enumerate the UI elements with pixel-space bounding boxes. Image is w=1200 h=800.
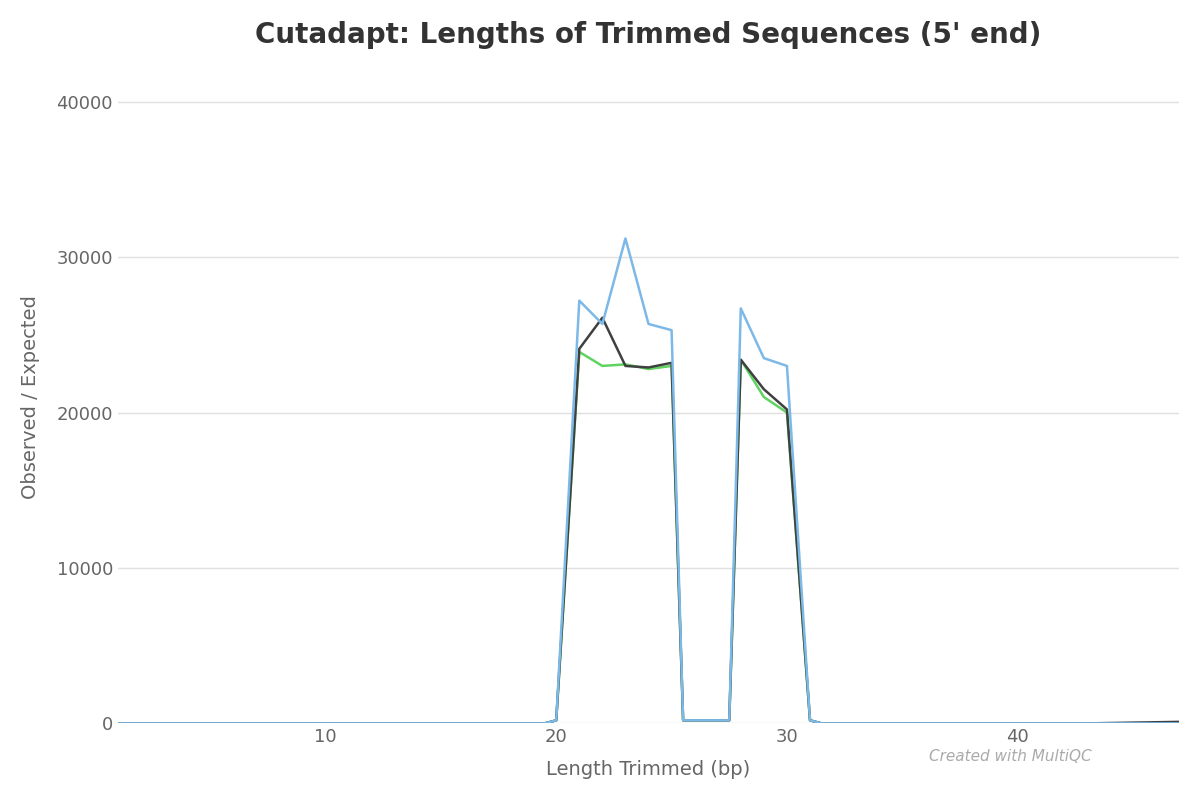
Text: Created with MultiQC: Created with MultiQC bbox=[929, 749, 1092, 764]
Title: Cutadapt: Lengths of Trimmed Sequences (5' end): Cutadapt: Lengths of Trimmed Sequences (… bbox=[256, 21, 1042, 49]
Y-axis label: Observed / Expected: Observed / Expected bbox=[20, 295, 40, 499]
X-axis label: Length Trimmed (bp): Length Trimmed (bp) bbox=[546, 760, 751, 779]
